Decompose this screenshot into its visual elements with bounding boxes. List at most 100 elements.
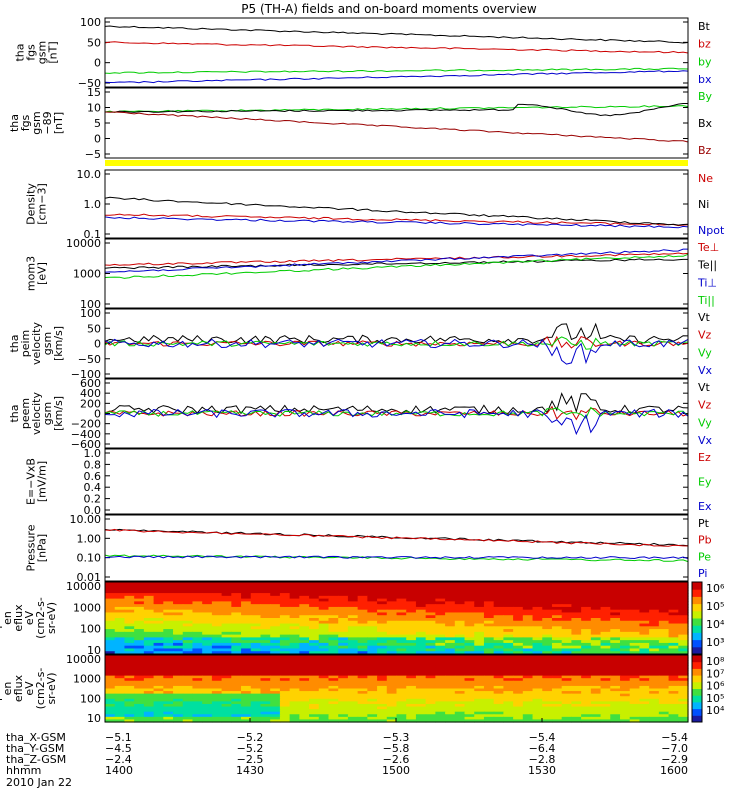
heatmap-cell (211, 660, 223, 664)
heatmap-cell (483, 655, 495, 659)
heatmap-cell (173, 693, 184, 697)
heatmap-cell (318, 590, 330, 594)
heatmap-cell (629, 688, 641, 692)
heatmap-cell (377, 714, 388, 718)
heatmap-cell (483, 714, 495, 718)
heatmap-cell (454, 593, 466, 597)
heatmap-cell (454, 582, 466, 586)
heatmap-cell (386, 604, 398, 608)
heatmap-cell (571, 655, 582, 659)
heatmap-cell (318, 696, 330, 700)
heatmap-cell (338, 595, 349, 600)
heatmap-cell (435, 587, 446, 591)
series-line-Ti|| (104, 253, 689, 279)
heatmap-cell (357, 595, 368, 600)
heatmap-cell (289, 615, 300, 619)
heatmap-cell (610, 598, 621, 602)
heatmap-cell (386, 620, 398, 625)
heatmap-cell (134, 685, 145, 690)
heatmap-cell (270, 685, 281, 690)
heatmap-cell (211, 601, 223, 605)
series-line-Vt (104, 322, 689, 345)
heatmap-cell (163, 620, 174, 625)
heatmap-cell (522, 685, 534, 690)
heatmap-cell (318, 609, 330, 614)
heatmap-cell (192, 612, 203, 616)
heatmap-cell (114, 709, 126, 713)
colorbar-swatch (692, 688, 702, 696)
series-lines (104, 196, 689, 229)
heatmap-cell (202, 626, 213, 630)
series-line-Npot (104, 216, 689, 229)
heatmap-cell (270, 688, 281, 692)
heatmap-cell (600, 706, 611, 710)
heatmap-cell (600, 714, 611, 718)
heatmap-cell (668, 612, 679, 616)
heatmap-cell (260, 640, 271, 644)
heatmap-cell (357, 637, 368, 641)
heatmap-cell (192, 680, 203, 684)
heatmap-cell (347, 590, 359, 594)
heatmap-cell (202, 584, 213, 589)
heatmap-cell (241, 629, 252, 633)
heatmap-cell (143, 645, 155, 650)
heatmap-cell (396, 667, 407, 672)
heatmap-cell (474, 716, 485, 721)
heatmap-cell (231, 606, 242, 611)
heatmap-cell (347, 680, 359, 684)
heatmap-cell (658, 593, 670, 597)
heatmap-cell (124, 688, 135, 692)
heatmap-cell (464, 673, 475, 677)
heatmap-cell (134, 598, 145, 602)
heatmap-cell (513, 637, 524, 641)
heatmap-cell (406, 660, 417, 664)
heatmap-cell (318, 615, 330, 619)
colorbar-frame (691, 581, 703, 655)
heatmap-cell (328, 706, 339, 710)
heatmap-cell (279, 709, 291, 713)
heatmap-cell (493, 665, 504, 669)
y-tick-label: 0.1 (84, 228, 102, 241)
heatmap-cell (211, 634, 223, 638)
heatmap-cell (600, 673, 611, 677)
heatmap-cell (396, 680, 407, 684)
heatmap-cell (658, 629, 670, 633)
heatmap-cell (619, 693, 631, 697)
heatmap-cell (250, 648, 262, 652)
heatmap-cell (668, 655, 679, 659)
heatmap-cell (202, 606, 213, 611)
heatmap-cell (590, 651, 602, 655)
heatmap-cell (513, 665, 524, 669)
heatmap-cell (600, 696, 611, 700)
heatmap-cell (182, 642, 194, 647)
heatmap-cell (377, 706, 388, 710)
heatmap-cell (289, 701, 300, 705)
heatmap-cell (338, 623, 349, 627)
heatmap-cell (406, 612, 417, 616)
panel-frame (104, 17, 689, 88)
heatmap-cell (211, 595, 223, 600)
heatmap-cell (483, 685, 495, 690)
heatmap-cell (464, 612, 475, 616)
heatmap-cell (105, 688, 116, 692)
heatmap-cell (571, 667, 582, 672)
heatmap-cell (347, 609, 359, 614)
heatmap-cell (561, 606, 572, 611)
heatmap-cell (289, 688, 300, 692)
heatmap-cell (202, 665, 213, 669)
heatmap-cell (192, 714, 203, 718)
heatmap-cell (474, 629, 485, 633)
heatmap-cell (551, 667, 563, 672)
heatmap-cell (279, 716, 291, 721)
heatmap-cell (445, 696, 456, 700)
heatmap-cell (581, 719, 592, 723)
heatmap-cell (396, 714, 407, 718)
colorbar-swatch (692, 632, 702, 641)
heatmap-cell (173, 620, 184, 625)
heatmap-cell (639, 631, 650, 636)
heatmap-cell (649, 716, 660, 721)
heatmap-cell (493, 587, 504, 591)
heatmap-cell (260, 598, 271, 602)
footer-value: 1430 (236, 764, 264, 777)
